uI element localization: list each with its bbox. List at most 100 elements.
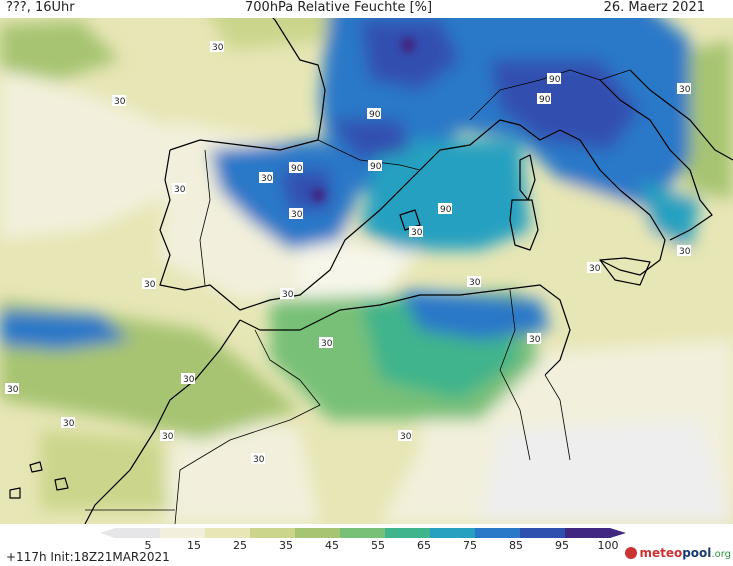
colorbar-cell (520, 528, 566, 538)
contour-label-text: 30 (144, 280, 156, 290)
colorbar-cells (115, 528, 611, 538)
colorbar-cell (295, 528, 341, 538)
colorbar-label: 5 (144, 539, 152, 552)
contour-label: 30 (251, 453, 265, 465)
logo-text-pool: pool (682, 546, 712, 560)
border-morocco-algeria (174, 329, 321, 524)
colorbar-cell (115, 528, 161, 538)
colorbar-label: 65 (417, 539, 431, 552)
contour-label: 30 (181, 373, 195, 385)
colorbar-right-arrow (610, 528, 626, 538)
contour-label-text: 30 (162, 432, 174, 442)
coastline-italy-west (559, 129, 666, 276)
coastline-iberia-north (169, 139, 319, 151)
contour-label: 30 (259, 172, 273, 184)
humidity-field (0, 0, 733, 524)
humidity-map: 30 30 30 90 90 90 90 90 90 30 30 30 30 3… (0, 0, 733, 524)
coastlines (9, 0, 733, 524)
contour-label: 30 (677, 245, 691, 257)
contour-label: 90 (289, 162, 303, 174)
island-sicily (599, 257, 651, 286)
contour-label-text: 90 (370, 162, 382, 172)
island-canary-1 (29, 461, 43, 473)
colorbar-label: 100 (597, 539, 619, 552)
logo-text-org: .org (711, 549, 731, 560)
contour-labels: 30 30 30 90 90 90 90 90 90 30 30 30 30 3… (5, 41, 691, 465)
valid-time-label: ???, 16Uhr (6, 0, 75, 15)
contour-label: 30 (319, 337, 333, 349)
contour-label-text: 30 (679, 85, 691, 95)
contour-label: 30 (142, 278, 156, 290)
contour-label-text: 30 (7, 385, 19, 395)
contour-label-text: 90 (291, 164, 303, 174)
map-title: 700hPa Relative Feuchte [%] (245, 0, 433, 15)
contour-label-text: 90 (369, 110, 381, 120)
colorbar-label: 85 (509, 539, 523, 552)
contour-label: 30 (172, 183, 186, 195)
coastline-adriatic-east (629, 69, 733, 161)
logo-text-meteo: meteo (639, 546, 683, 560)
contour-label: 30 (677, 83, 691, 95)
footer: 5 15 25 35 45 55 65 75 85 95 100 +117h I… (0, 524, 733, 566)
colorbar-cell (475, 528, 521, 538)
contour-label: 30 (61, 417, 75, 429)
colorbar-label: 15 (187, 539, 201, 552)
contour-label-text: 30 (63, 419, 75, 429)
island-canary-3 (9, 487, 21, 499)
header: ???, 16Uhr 700hPa Relative Feuchte [%] 2… (0, 0, 733, 18)
contour-label-text: 30 (291, 210, 303, 220)
border-algeria-libya (544, 374, 571, 461)
coastline-morocco-atlantic (84, 319, 241, 524)
colorbar-label: 25 (233, 539, 247, 552)
contour-label-text: 30 (212, 43, 224, 53)
contour-label: 30 (160, 430, 174, 442)
meteopool-logo[interactable]: meteopool.org (625, 546, 731, 560)
contour-label-text: 90 (440, 205, 452, 215)
contour-label: 30 (210, 41, 224, 53)
date-label: 26. Maerz 2021 (603, 0, 705, 15)
contour-label-text: 30 (174, 185, 186, 195)
contour-label-text: 30 (261, 174, 273, 184)
contour-label: 30 (398, 430, 412, 442)
colorbar-cell (430, 528, 476, 538)
colorbar-label: 95 (555, 539, 569, 552)
colorbar-label: 35 (279, 539, 293, 552)
border-portugal (199, 149, 211, 286)
coastline-iberia-west (159, 149, 241, 311)
island-canary-2 (54, 477, 69, 491)
contour-label: 90 (547, 73, 561, 85)
colorbar-label: 75 (463, 539, 477, 552)
coastline-gulf-of-lion (419, 119, 561, 171)
colorbar-cell (160, 528, 206, 538)
contour-label: 30 (587, 262, 601, 274)
island-mallorca (399, 209, 421, 231)
contour-label-text: 30 (411, 228, 423, 238)
contour-label-text: 30 (589, 264, 601, 274)
contour-label: 30 (280, 288, 294, 300)
contour-label: 30 (527, 333, 541, 345)
contour-label-text: 90 (549, 75, 561, 85)
contour-label-text: 30 (679, 247, 691, 257)
coastline-italy-east (599, 79, 713, 241)
colorbar-label: 45 (325, 539, 339, 552)
contour-label: 90 (368, 160, 382, 172)
contour-label: 30 (289, 208, 303, 220)
init-time-label: +117h Init:18Z21MAR2021 (6, 550, 170, 564)
contour-label-text: 30 (321, 339, 333, 349)
border-algeria-tunisia (499, 289, 531, 461)
contour-label-text: 30 (469, 278, 481, 288)
coastline-france-atlantic (254, 0, 326, 141)
colorbar-cell (385, 528, 431, 538)
contour-label-text: 30 (114, 97, 126, 107)
colorbar (100, 528, 626, 538)
colorbar-label: 55 (371, 539, 385, 552)
contour-label-text: 30 (400, 432, 412, 442)
coastline-north-africa (239, 284, 571, 376)
contour-label: 30 (409, 226, 423, 238)
contour-label: 90 (367, 108, 381, 120)
contour-label: 90 (438, 203, 452, 215)
contour-label: 30 (5, 383, 19, 395)
island-sardinia (509, 199, 539, 251)
colorbar-cell (565, 528, 611, 538)
island-corsica (519, 154, 536, 201)
